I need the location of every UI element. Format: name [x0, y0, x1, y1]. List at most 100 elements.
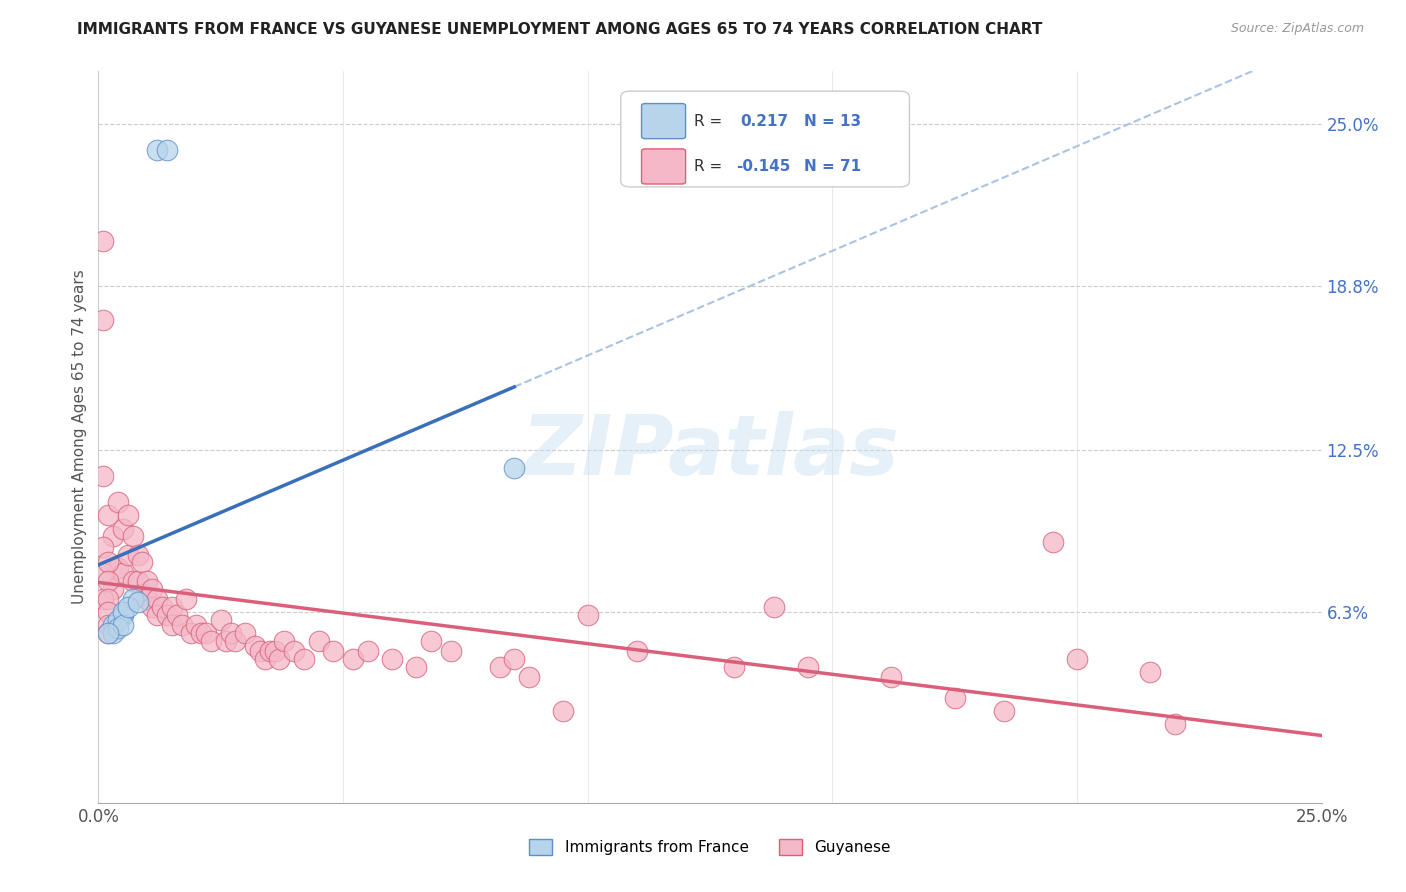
Point — [117, 548, 139, 562]
Point — [107, 613, 129, 627]
Point — [381, 652, 404, 666]
Point — [420, 633, 443, 648]
Point — [488, 660, 510, 674]
Point — [160, 618, 183, 632]
Point — [111, 566, 134, 580]
Point — [273, 633, 295, 648]
Point — [97, 605, 120, 619]
Point — [440, 644, 463, 658]
Point — [131, 587, 153, 601]
FancyBboxPatch shape — [641, 149, 686, 184]
Point — [243, 639, 266, 653]
Point — [91, 469, 114, 483]
Point — [283, 644, 305, 658]
Point — [146, 607, 169, 622]
Point — [146, 143, 169, 157]
Point — [209, 613, 232, 627]
Point — [1066, 652, 1088, 666]
Point — [253, 652, 276, 666]
Point — [224, 633, 246, 648]
Text: IMMIGRANTS FROM FRANCE VS GUYANESE UNEMPLOYMENT AMONG AGES 65 TO 74 YEARS CORREL: IMMIGRANTS FROM FRANCE VS GUYANESE UNEMP… — [77, 22, 1043, 37]
Point — [269, 652, 291, 666]
Point — [141, 599, 163, 614]
Point — [141, 582, 163, 596]
Point — [342, 652, 364, 666]
Point — [91, 592, 114, 607]
Point — [127, 548, 149, 562]
Text: Source: ZipAtlas.com: Source: ZipAtlas.com — [1230, 22, 1364, 36]
Point — [259, 644, 281, 658]
Point — [263, 644, 285, 658]
Point — [186, 618, 208, 632]
Point — [107, 495, 129, 509]
Text: 0.217: 0.217 — [741, 113, 789, 128]
Point — [1042, 534, 1064, 549]
Point — [308, 633, 330, 648]
Point — [943, 691, 966, 706]
Point — [127, 574, 149, 588]
Point — [91, 566, 114, 580]
Point — [219, 626, 242, 640]
Point — [146, 592, 169, 607]
Point — [356, 644, 378, 658]
Point — [91, 312, 114, 326]
Point — [101, 582, 124, 596]
Point — [117, 508, 139, 523]
Text: R =: R = — [695, 113, 727, 128]
Point — [156, 143, 179, 157]
FancyBboxPatch shape — [620, 91, 910, 187]
Point — [233, 626, 256, 640]
Point — [292, 652, 315, 666]
Point — [1139, 665, 1161, 680]
Point — [91, 540, 114, 554]
Point — [1164, 717, 1187, 731]
Text: N = 71: N = 71 — [804, 159, 862, 174]
Point — [121, 574, 143, 588]
Point — [503, 652, 526, 666]
Point — [166, 607, 188, 622]
Point — [97, 556, 120, 570]
Point — [131, 556, 153, 570]
Legend: Immigrants from France, Guyanese: Immigrants from France, Guyanese — [523, 833, 897, 861]
Text: -0.145: -0.145 — [735, 159, 790, 174]
Point — [190, 626, 212, 640]
Point — [150, 599, 173, 614]
Point — [405, 660, 427, 674]
Point — [136, 574, 159, 588]
Point — [111, 618, 134, 632]
Point — [176, 592, 198, 607]
Point — [107, 560, 129, 574]
Point — [156, 607, 179, 622]
Point — [880, 670, 903, 684]
Point — [322, 644, 344, 658]
Point — [214, 633, 236, 648]
Point — [576, 607, 599, 622]
Point — [553, 705, 575, 719]
Point — [993, 705, 1015, 719]
Point — [170, 618, 193, 632]
Text: ZIPatlas: ZIPatlas — [522, 411, 898, 492]
Point — [121, 592, 143, 607]
Point — [762, 599, 785, 614]
Point — [97, 574, 120, 588]
Point — [107, 621, 129, 635]
Point — [503, 461, 526, 475]
Point — [797, 660, 820, 674]
Point — [91, 234, 114, 248]
Point — [121, 529, 143, 543]
Point — [723, 660, 745, 674]
Point — [97, 618, 120, 632]
Point — [101, 529, 124, 543]
Point — [101, 626, 124, 640]
Text: R =: R = — [695, 159, 727, 174]
Point — [97, 592, 120, 607]
Point — [180, 626, 202, 640]
Point — [127, 594, 149, 608]
Point — [200, 633, 222, 648]
Point — [97, 508, 120, 523]
Y-axis label: Unemployment Among Ages 65 to 74 years: Unemployment Among Ages 65 to 74 years — [72, 269, 87, 605]
Point — [626, 644, 648, 658]
Point — [97, 626, 120, 640]
Point — [249, 644, 271, 658]
Point — [111, 605, 134, 619]
